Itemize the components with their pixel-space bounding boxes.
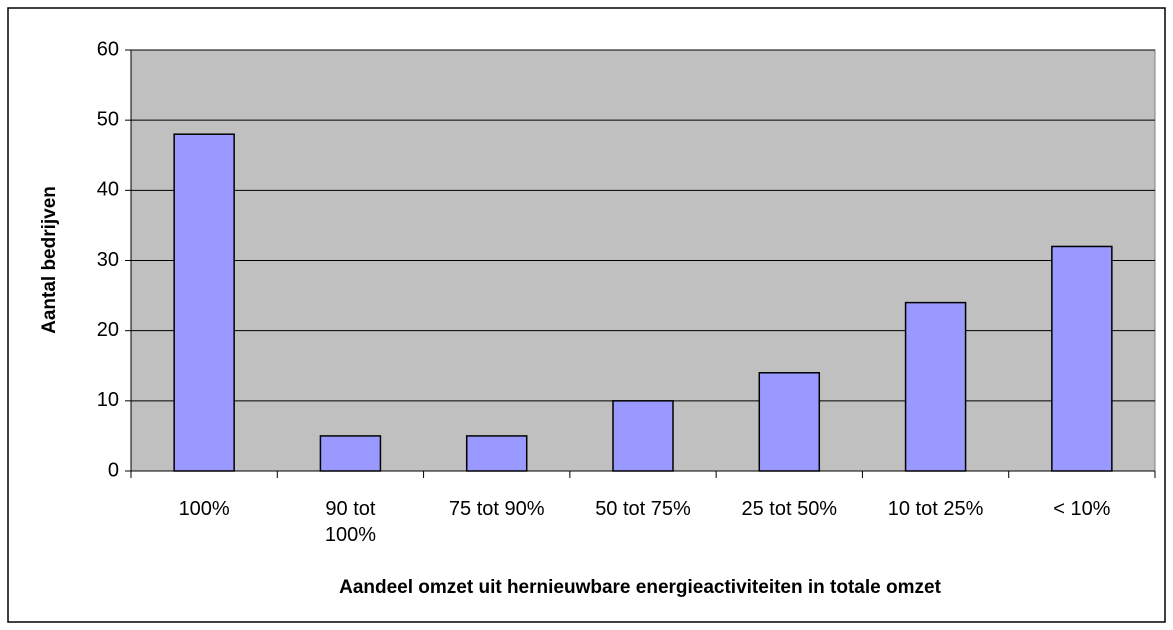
bar <box>465 435 528 472</box>
x-tick-label: 100% <box>178 498 230 520</box>
chart-border <box>7 7 1166 623</box>
x-tick-label: < 10% <box>1053 498 1111 520</box>
bar <box>904 301 967 472</box>
bar <box>173 133 235 472</box>
bar <box>319 435 382 472</box>
x-tick-label: 75 tot 90% <box>448 498 545 520</box>
x-axis-label: Aandeel omzet uit hernieuwbare energieac… <box>339 577 941 598</box>
x-tick-label: 50 tot 75% <box>595 498 691 520</box>
bar <box>758 372 821 472</box>
y-tick-label: 40 <box>97 179 119 201</box>
x-tick-label: 10 tot 25% <box>887 498 984 520</box>
bar <box>612 400 674 472</box>
y-tick-label: 60 <box>97 38 119 60</box>
y-axis-label: Aantal bedrijven <box>39 186 60 334</box>
x-tick-label: 25 tot 50% <box>741 498 838 520</box>
y-tick-label: 0 <box>108 459 119 481</box>
y-tick-label: 50 <box>97 108 119 130</box>
x-tick-label: 90 tot 100% <box>324 498 376 546</box>
bar <box>1051 245 1113 472</box>
y-tick-label: 10 <box>97 389 119 411</box>
y-tick-label: 20 <box>97 319 119 341</box>
y-tick-label: 30 <box>97 249 119 271</box>
